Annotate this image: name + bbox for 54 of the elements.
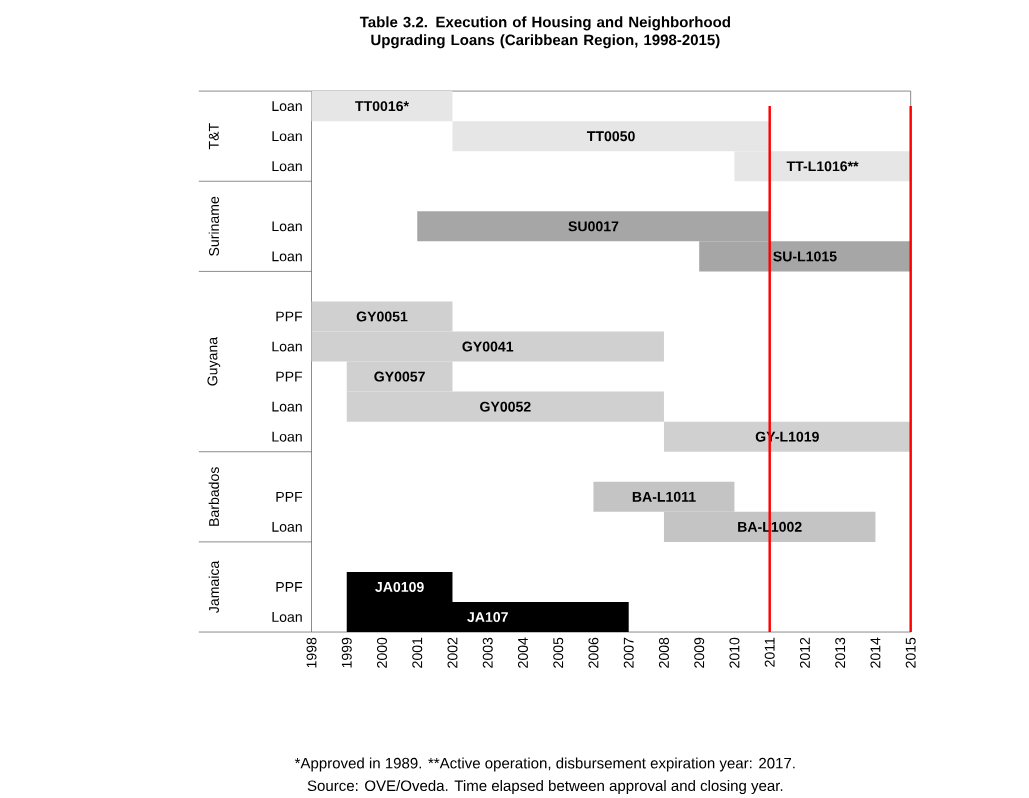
data-label: GY0057 [374, 371, 425, 382]
x-tick-label: 2003 [482, 637, 493, 668]
data-label: JA107 [467, 611, 508, 622]
chart-title: Table 3.2. Execution of Housing and Neighborhood Upgrading Loans (Caribbean Region, 1998-2015) [359, 16, 730, 49]
x-tick-label: 2012 [799, 637, 810, 668]
bar [663, 421, 911, 452]
x-tick-label: 2015 [905, 637, 916, 668]
data-label: GY0041 [462, 341, 514, 352]
data-label: GY0051 [356, 311, 408, 322]
y-tick-label: PPF [276, 491, 303, 502]
y-tick-label: Loan [272, 101, 302, 111]
y-tick-label: PPF [276, 371, 303, 382]
data-label: GY0052 [480, 401, 531, 412]
data-label: SU-L1015 [773, 251, 837, 262]
y-tick-label: Loan [272, 521, 302, 532]
x-tick-label: 2005 [553, 637, 564, 668]
bar [311, 90, 453, 122]
text: Barbados [208, 467, 220, 526]
x-tick-label: 2007 [623, 637, 634, 668]
x-tick-label: 2004 [517, 637, 528, 668]
y-tick-label: Loan [272, 251, 302, 262]
y-tick-label: Loan [272, 131, 302, 141]
text: Guyana [207, 336, 221, 386]
x-tick-label: 2010 [729, 637, 740, 668]
y-tick-label: Loan [272, 401, 302, 412]
data-label: TT0016* [355, 101, 409, 111]
data-label: TT0050 [586, 131, 635, 142]
y-tick-label: PPF [276, 581, 303, 592]
x-tick-label: 2011 [764, 637, 775, 667]
text: T&T [208, 123, 219, 150]
text: Jamaica [208, 560, 220, 613]
y-tick-label: Loan [272, 431, 302, 442]
x-tick-label: 1999 [341, 637, 352, 668]
x-tick-label: 2002 [447, 637, 458, 668]
data-label: BA-L1011 [632, 491, 696, 502]
x-tick-label: 2013 [835, 637, 846, 668]
data-label: TT-L1016** [786, 161, 859, 172]
x-tick-label: 2014 [870, 637, 881, 668]
x-tick-label: 2009 [694, 637, 705, 668]
text: Suriname [208, 196, 220, 256]
x-tick-label: 1998 [306, 637, 317, 668]
y-tick-label: Loan [272, 341, 302, 352]
data-label: JA0109 [375, 581, 424, 592]
source-note: Source: OVE/Oveda. Time elapsed between approval and closing year. [307, 779, 783, 794]
y-tick-label: Loan [272, 161, 302, 172]
y-tick-label: Loan [272, 611, 302, 622]
data-label: SU0017 [568, 221, 619, 232]
x-tick-label: 2008 [658, 637, 669, 668]
text: *Approved in 1989. **Active operation, disbursement expiration year: 2017. [294, 757, 795, 772]
x-tick-label: 2001 [412, 637, 423, 668]
y-tick-label: PPF [276, 311, 303, 322]
y-tick-label: Loan [272, 221, 302, 232]
x-tick-label: 2006 [588, 637, 599, 668]
x-tick-label: 2000 [377, 637, 387, 668]
